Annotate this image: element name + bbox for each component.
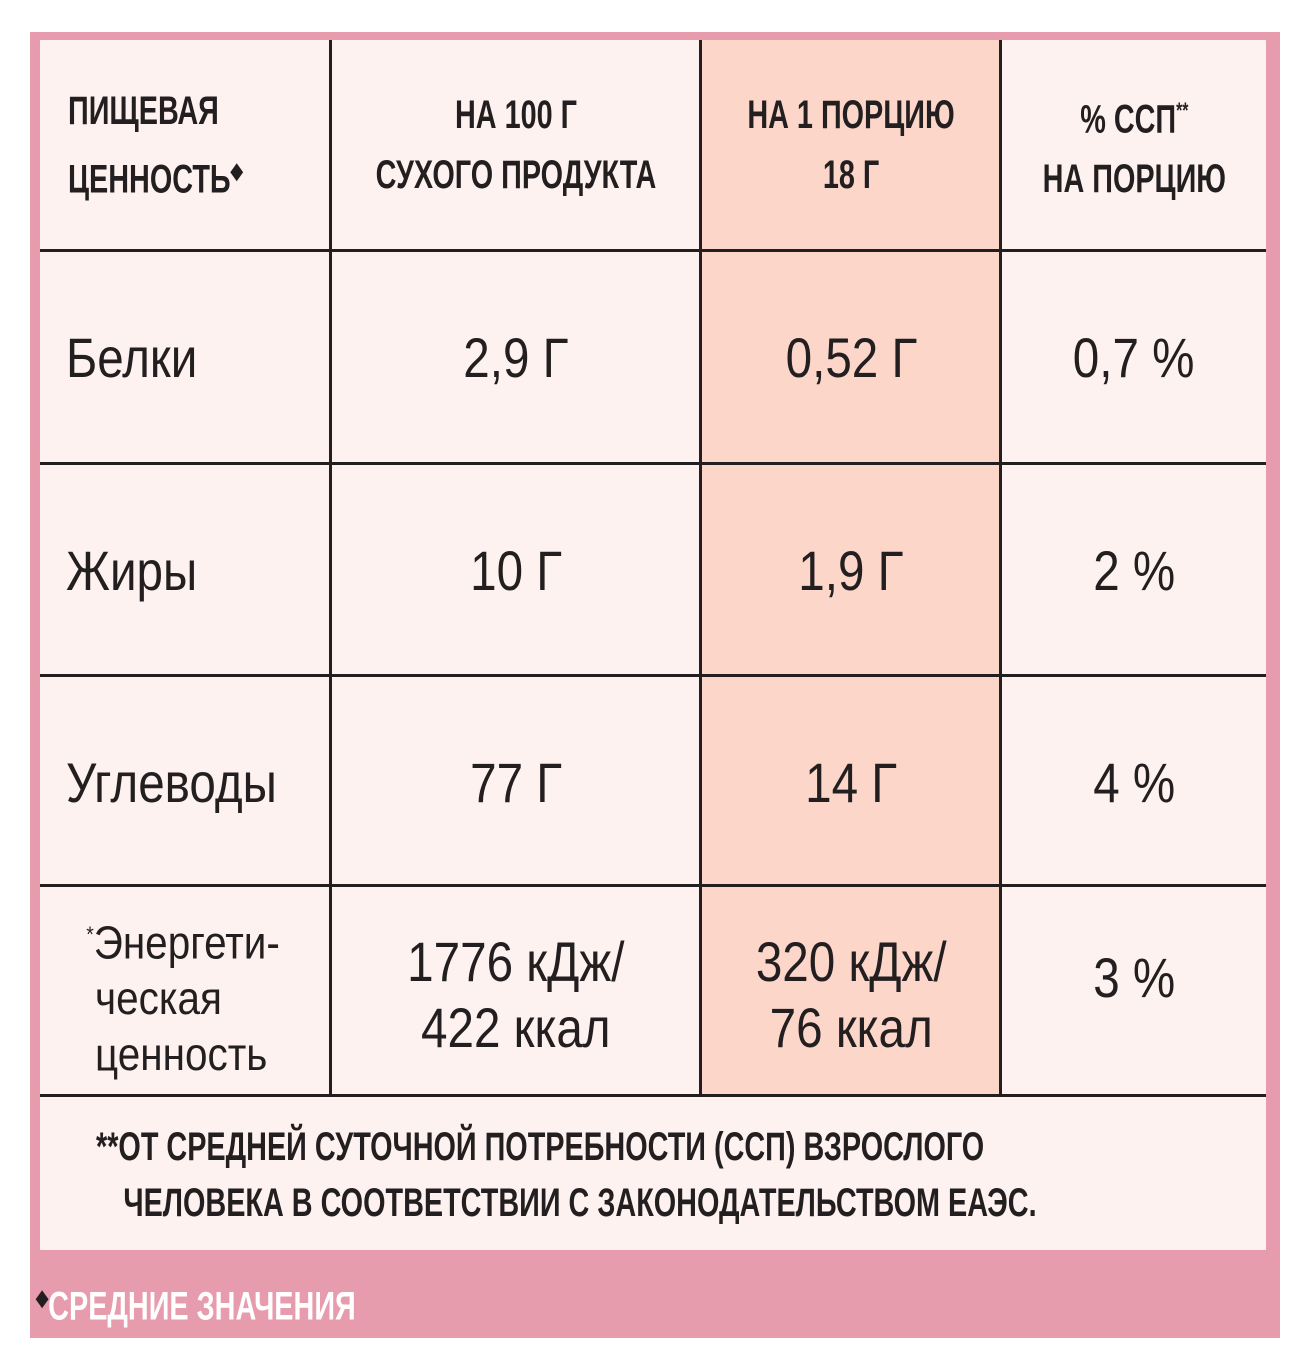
label-text: ценность xyxy=(95,1028,268,1081)
table-cell: 14 Г xyxy=(702,677,1000,887)
value-text: 0,7 % xyxy=(1073,325,1195,389)
value-text: 77 Г xyxy=(470,750,562,814)
note: ◆СРЕДНИЕ ЗНАЧЕНИЯ xyxy=(36,1272,480,1332)
table-cell: 4 % xyxy=(1002,677,1266,887)
header-cell: ПИЩЕВАЯ ЦЕННОСТЬ◆ xyxy=(40,80,330,210)
nutrient-name: Углеводы xyxy=(66,750,277,814)
value-text: 0,52 Г xyxy=(785,325,917,389)
value-text: 2 % xyxy=(1092,538,1176,602)
table-cell: 0,7 % xyxy=(1002,252,1266,462)
table-cell: 1,9 Г xyxy=(702,465,1000,675)
row-line xyxy=(40,249,1266,252)
highlight-column xyxy=(700,40,1000,1095)
header-text: СУХОГО ПРОДУКТА xyxy=(375,153,657,197)
table-bg xyxy=(40,40,1266,1250)
footnote: **ОТ СРЕДНЕЙ СУТОЧНОЙ ПОТРЕБНОСТИ (ССП) … xyxy=(40,1115,1266,1235)
header-text: % ССП xyxy=(1079,97,1176,142)
value-text: 2,9 Г xyxy=(463,325,569,389)
value-text: 4 % xyxy=(1092,750,1176,814)
col-line xyxy=(329,40,332,1095)
label-text: ческая xyxy=(95,972,222,1025)
header-text: НА ПОРЦИЮ xyxy=(1042,157,1226,202)
nutrient-name: Белки xyxy=(66,325,198,389)
table-cell: 77 Г xyxy=(332,677,700,887)
mark: * xyxy=(86,921,94,947)
header-text: 18 Г xyxy=(822,153,880,197)
mark: ** xyxy=(1175,97,1189,123)
label-text: Энергети- xyxy=(93,916,280,969)
row-line xyxy=(40,1094,1266,1097)
table-cell: Жиры xyxy=(40,465,330,675)
table-cell: 2,9 Г xyxy=(332,252,700,462)
footnote-text: ЧЕЛОВЕКА В СООТВЕТСТВИИ С ЗАКОНОДАТЕЛЬСТ… xyxy=(123,1181,1037,1225)
energy-cell: 320 кДж/76 ккал xyxy=(702,897,1000,1092)
energy-label: *Энергети-ческая ценность xyxy=(40,897,330,1092)
value-text: 1776 кДж/ xyxy=(407,929,625,993)
table-cell: 10 Г xyxy=(332,465,700,675)
value-text: 10 Г xyxy=(470,538,562,602)
col-line xyxy=(699,40,702,1095)
col-line xyxy=(999,40,1002,1095)
row-line xyxy=(40,884,1266,887)
mark: ** xyxy=(96,1125,119,1169)
header-cell: НА 100 Г СУХОГО ПРОДУКТА xyxy=(332,80,700,210)
row-line xyxy=(40,462,1266,465)
note-text: СРЕДНИЕ ЗНАЧЕНИЯ xyxy=(48,1284,356,1329)
footnote-text: ОТ СРЕДНЕЙ СУТОЧНОЙ ПОТРЕБНОСТИ (ССП) ВЗ… xyxy=(118,1125,985,1169)
mark: ◆ xyxy=(230,157,243,183)
header-cell: НА 1 ПОРЦИЮ 18 Г xyxy=(702,80,1000,210)
value-text: 76 ккал xyxy=(769,995,933,1059)
header-text: ЦЕННОСТЬ xyxy=(68,157,231,202)
value-text: 320 кДж/ xyxy=(755,929,947,993)
energy-cell: 3 % xyxy=(1002,880,1266,1075)
energy-cell: 1776 кДж/422 ккал xyxy=(332,897,700,1092)
mark: ◆ xyxy=(36,1284,49,1310)
table-cell: 2 % xyxy=(1002,465,1266,675)
value-text: 14 Г xyxy=(805,750,897,814)
value-text: 1,9 Г xyxy=(798,538,904,602)
header-text: НА 100 Г xyxy=(455,93,577,137)
table-cell: Белки xyxy=(40,252,330,462)
nutrient-name: Жиры xyxy=(66,538,198,602)
table-cell: Углеводы xyxy=(40,677,330,887)
header-text: НА 1 ПОРЦИЮ xyxy=(747,93,955,137)
value-text: 422 ккал xyxy=(421,995,611,1059)
value-text: 3 % xyxy=(1092,946,1176,1009)
row-line xyxy=(40,674,1266,677)
table-cell: 0,52 Г xyxy=(702,252,1000,462)
header-text: ПИЩЕВАЯ xyxy=(68,88,219,133)
header-cell: % ССП** НА ПОРЦИЮ xyxy=(1002,80,1266,210)
